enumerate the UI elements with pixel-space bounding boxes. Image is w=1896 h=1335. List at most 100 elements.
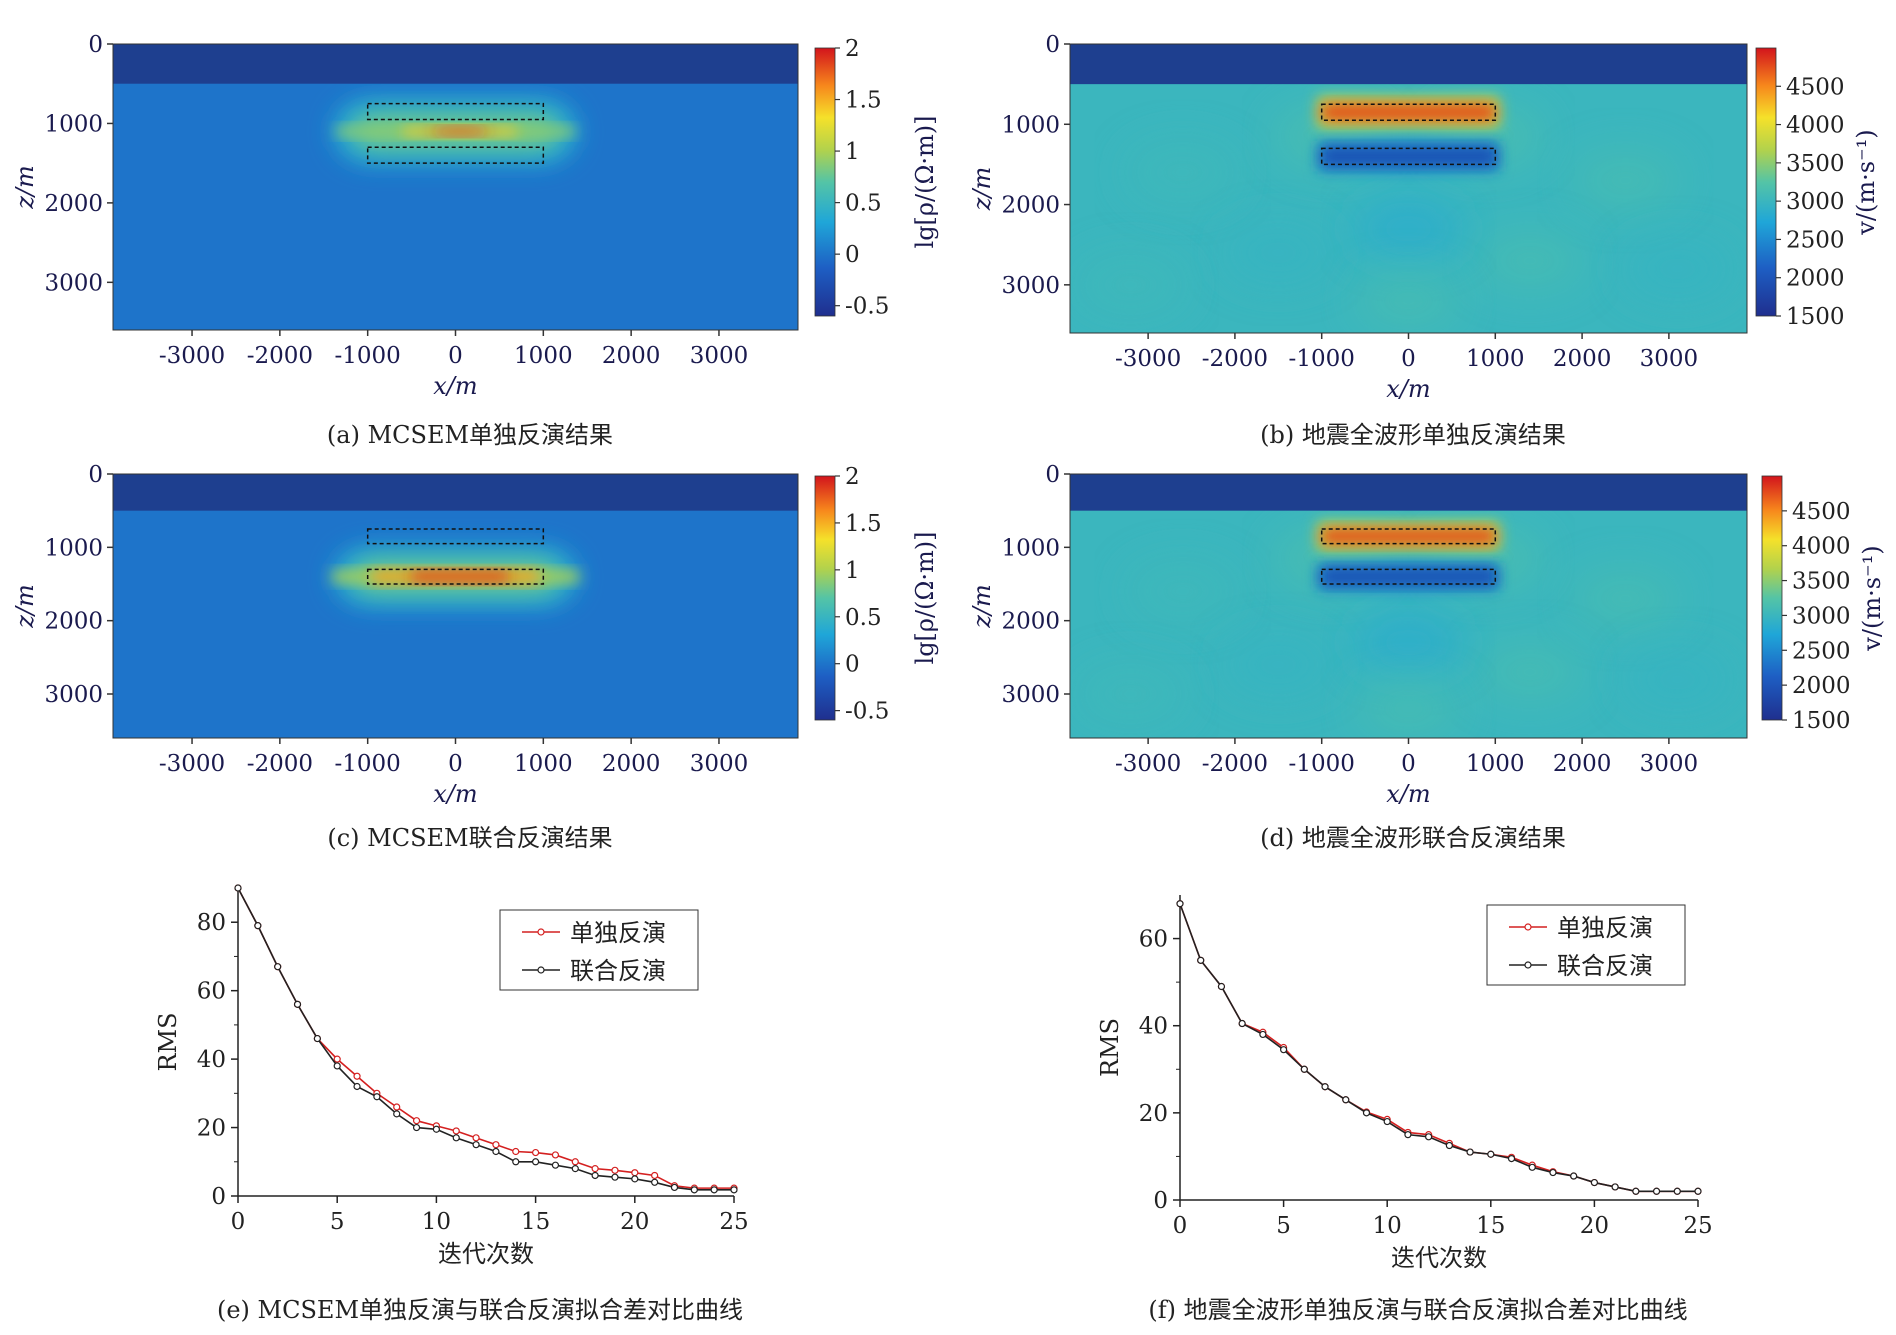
data-point [571, 1165, 579, 1173]
x-tick-label: 3000 [1640, 346, 1699, 372]
y-tick-label: 60 [197, 979, 226, 1005]
colorbar-tick-label: 1 [845, 139, 860, 165]
x-tick-label: -3000 [159, 751, 225, 777]
data-point [1611, 1183, 1619, 1191]
x-tick-label: 2000 [602, 343, 661, 369]
water-layer [1070, 474, 1747, 511]
y-axis-label: RMS [1096, 1018, 1124, 1077]
y-axis-label: RMS [154, 1012, 182, 1071]
colorbar-tick-label: 2500 [1792, 638, 1851, 664]
legend-marker [1524, 961, 1532, 969]
colorbar-tick-label: 0.5 [845, 191, 882, 217]
heatmap-body [1070, 44, 1747, 333]
target-outline [1320, 528, 1497, 545]
target-outline [366, 102, 545, 121]
data-point [551, 1161, 560, 1169]
velocity-texture [1570, 152, 1681, 209]
data-point [1362, 1109, 1371, 1117]
y-tick-label: 0 [88, 462, 103, 488]
x-tick-label: 0 [1173, 1213, 1188, 1239]
x-tick-label: -3000 [1115, 751, 1181, 777]
velocity-texture [1353, 200, 1464, 257]
data-point [730, 1186, 738, 1194]
y-axis-label: z/m [11, 584, 39, 629]
velocity-texture [1353, 272, 1464, 329]
y-tick-label: 1000 [1001, 535, 1060, 561]
legend-marker [1524, 923, 1532, 931]
velocity-texture [1075, 666, 1186, 722]
y-tick-label: 2000 [1001, 193, 1060, 219]
colorbar-tick-label: 3000 [1792, 603, 1851, 629]
data-point [1528, 1163, 1536, 1171]
data-point [631, 1169, 639, 1177]
data-point [274, 963, 282, 971]
colorbar [1761, 475, 1783, 721]
target-outline [1320, 568, 1497, 585]
x-tick-label: 20 [620, 1209, 649, 1235]
data-point [373, 1093, 381, 1101]
x-tick-label: 0 [448, 343, 463, 369]
velocity-texture [1127, 144, 1238, 201]
colorbar-tick-label: 0.5 [845, 605, 882, 631]
y-tick-label: 20 [197, 1116, 226, 1142]
x-tick-label: -2000 [247, 751, 313, 777]
x-axis-label: x/m [1386, 780, 1430, 808]
y-tick-label: 3000 [44, 682, 103, 708]
y-tick-label: 0 [1045, 462, 1060, 488]
data-point [393, 1110, 401, 1118]
velocity-block [1321, 104, 1496, 121]
velocity-texture [1223, 224, 1334, 281]
y-tick-label: 80 [197, 910, 226, 936]
x-tick-label: 25 [719, 1209, 748, 1235]
x-tick-label: 15 [521, 1209, 550, 1235]
data-point [1321, 1083, 1329, 1091]
x-tick-label: 1000 [1466, 751, 1525, 777]
x-tick-label: 0 [231, 1209, 246, 1235]
data-point [1217, 982, 1226, 991]
data-point [412, 1123, 421, 1132]
panel-c-mcsem-joint: 0 1000 2000 3000 -3000 -2000 -1000 0 1000 2000 300… [11, 462, 939, 852]
velocity-block [1321, 569, 1496, 584]
colorbar-tick-label: 0 [845, 652, 860, 678]
colorbar-tick-label: 1.5 [845, 511, 882, 537]
legend-box [499, 909, 699, 991]
data-point [1507, 1155, 1516, 1163]
data-point [1342, 1096, 1350, 1104]
data-point [293, 1000, 302, 1008]
y-tick-label: 0 [211, 1184, 226, 1210]
data-point [1176, 900, 1184, 908]
panel-caption: (e) MCSEM单独反演与联合反演拟合差对比曲线 [217, 1296, 743, 1324]
data-point [1652, 1187, 1661, 1195]
panel-d-seismic-joint: 0 1000 2000 3000 -3000 -2000 -1000 0 1000 2000 300… [968, 462, 1886, 852]
water-layer [1070, 44, 1747, 85]
data-point [631, 1175, 639, 1183]
panel-caption: (a) MCSEM单独反演结果 [327, 421, 613, 449]
data-point [472, 1134, 480, 1142]
data-point [670, 1183, 679, 1192]
data-point [234, 884, 242, 892]
legend-box [1486, 904, 1686, 986]
panel-caption: (c) MCSEM联合反演结果 [327, 824, 612, 852]
y-tick-label: 3000 [1001, 273, 1060, 299]
y-tick-label: 40 [1139, 1014, 1168, 1040]
velocity-texture [1223, 636, 1334, 693]
x-tick-label: 3000 [1640, 751, 1699, 777]
data-point [591, 1171, 599, 1180]
x-tick-label: 1000 [1466, 346, 1525, 372]
velocity-texture [1075, 256, 1186, 313]
colorbar-tick-label: 4500 [1786, 74, 1845, 100]
y-tick-label: 60 [1139, 927, 1168, 953]
x-tick-label: 1000 [514, 751, 573, 777]
x-axis-label: x/m [1386, 375, 1430, 403]
legend-marker [537, 966, 545, 974]
y-axis-label: z/m [968, 167, 996, 212]
velocity-texture [1475, 644, 1586, 700]
data-point [1487, 1150, 1495, 1158]
y-tick-label: 0 [88, 32, 103, 58]
x-tick-label: -1000 [1289, 346, 1355, 372]
y-tick-label: 20 [1139, 1101, 1168, 1127]
x-tick-label: 0 [1401, 751, 1416, 777]
x-axis-label: 迭代次数 [438, 1240, 534, 1268]
x-axis-label: x/m [433, 372, 477, 400]
